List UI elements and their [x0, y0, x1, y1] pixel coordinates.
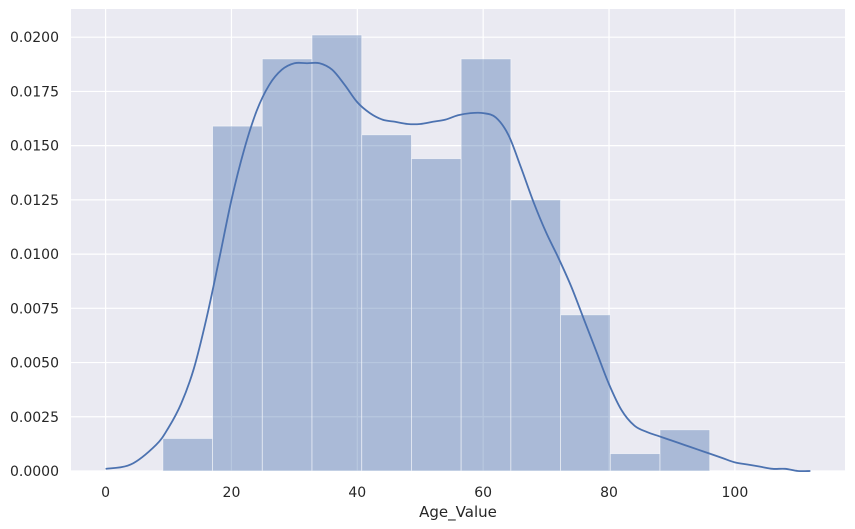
y-tick-label: 0.0150 [10, 139, 59, 155]
x-tick-label: 20 [223, 485, 241, 501]
kde-curve [105, 61, 811, 473]
y-tick-label: 0.0025 [10, 410, 59, 426]
plot-background [71, 9, 845, 471]
histogram-bar [411, 158, 462, 472]
x-axis-label: Age_Value [419, 503, 497, 522]
y-tick-label: 0.0000 [10, 464, 59, 480]
x-tick-labels: 0 20 40 60 80 100 [101, 485, 748, 501]
grid-lines [71, 9, 845, 472]
histogram-bar [311, 34, 363, 472]
histogram-bar [261, 58, 313, 472]
y-tick-label: 0.0050 [10, 356, 59, 372]
x-tick-label: 0 [101, 485, 110, 501]
x-tick-label: 60 [474, 485, 492, 501]
histogram-bar [609, 453, 661, 472]
x-tick-label: 100 [722, 485, 749, 501]
y-tick-label: 0.0175 [10, 84, 59, 100]
histogram-bar [162, 438, 213, 472]
y-tick-label: 0.0075 [10, 301, 59, 317]
histogram-bar [510, 199, 561, 472]
histogram-bar [560, 314, 611, 472]
histogram-bar [460, 58, 512, 472]
y-tick-label: 0.0125 [10, 193, 59, 209]
y-tick-labels: 0.0000 0.0025 0.0050 0.0075 0.0100 0.0125 0.01… [10, 30, 59, 480]
histogram-bar [361, 134, 412, 472]
x-tick-label: 40 [348, 485, 366, 501]
histogram-bar [212, 125, 263, 472]
y-tick-label: 0.0200 [10, 30, 59, 46]
x-tick-label: 80 [600, 485, 618, 501]
y-tick-label: 0.0100 [10, 247, 59, 263]
